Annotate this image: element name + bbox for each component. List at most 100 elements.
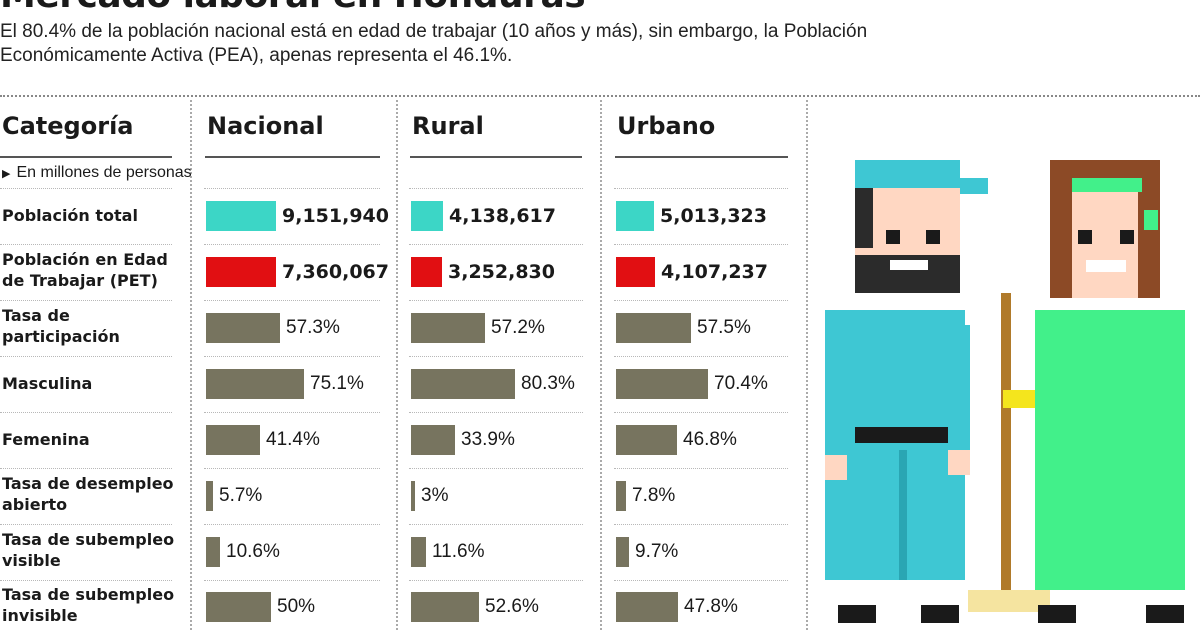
row-separator	[409, 524, 583, 525]
column-divider-urbano	[600, 100, 602, 630]
column-divider-rural	[396, 100, 398, 630]
row-label: Tasa de subempleo visible	[2, 530, 175, 570]
row-label: Tasa de participación	[2, 306, 120, 346]
row-separator	[614, 524, 788, 525]
value-label-urbano: 4,107,237	[661, 261, 768, 283]
row-separator	[0, 524, 172, 525]
bar-rural	[411, 313, 485, 343]
value-label-rural: 80.3%	[521, 373, 575, 394]
row-separator	[409, 188, 583, 189]
row-label: Población en Edad de Trabajar (PET)	[2, 250, 168, 290]
row-separator	[204, 524, 380, 525]
row-separator	[204, 244, 380, 245]
bar-rural	[411, 201, 443, 231]
bar-nacional	[206, 201, 276, 231]
row-label: Tasa de subempleo invisible	[2, 585, 175, 625]
row-separator	[614, 300, 788, 301]
bar-nacional	[206, 481, 213, 511]
bar-nacional	[206, 257, 276, 287]
units-note-text: En millones de personas	[16, 164, 192, 181]
row-separator	[204, 580, 380, 581]
row-separator	[409, 580, 583, 581]
row-separator	[409, 412, 583, 413]
row-label: Masculina	[2, 374, 93, 393]
row-separator	[204, 356, 380, 357]
value-label-nacional: 75.1%	[310, 373, 364, 394]
header-underline-categoria	[0, 156, 172, 158]
bar-rural	[411, 257, 442, 287]
bar-rural	[411, 537, 426, 567]
row-separator	[409, 300, 583, 301]
row-separator	[614, 468, 788, 469]
triangle-right-icon: ▶	[2, 168, 11, 180]
value-label-rural: 3,252,830	[448, 261, 555, 283]
row-separator	[614, 580, 788, 581]
row-separator	[0, 412, 172, 413]
value-label-rural: 11.6%	[432, 541, 485, 562]
value-label-nacional: 10.6%	[226, 541, 280, 562]
value-label-nacional: 41.4%	[266, 429, 320, 450]
row-separator	[409, 356, 583, 357]
bar-urbano	[616, 425, 677, 455]
column-divider-illustration	[806, 100, 808, 630]
row-separator	[0, 356, 172, 357]
page-title: Mercado laboral en Honduras	[0, 0, 586, 16]
value-label-urbano: 47.8%	[684, 596, 738, 617]
row-separator	[0, 580, 172, 581]
row-separator	[614, 188, 788, 189]
value-label-rural: 33.9%	[461, 429, 515, 450]
row-separator	[614, 412, 788, 413]
header-underline-urbano	[615, 156, 788, 158]
bar-nacional	[206, 313, 280, 343]
value-label-urbano: 46.8%	[683, 429, 737, 450]
worker-hair-figure	[1003, 160, 1185, 623]
bar-urbano	[616, 257, 655, 287]
value-label-rural: 3%	[421, 485, 449, 506]
bar-nacional	[206, 592, 271, 622]
row-separator	[409, 244, 583, 245]
value-label-urbano: 57.5%	[697, 317, 751, 338]
value-label-urbano: 70.4%	[714, 373, 768, 394]
row-separator	[0, 468, 172, 469]
bar-urbano	[616, 313, 691, 343]
column-header-nacional: Nacional	[207, 112, 324, 140]
value-label-nacional: 9,151,940	[282, 205, 389, 227]
column-header-urbano: Urbano	[617, 112, 716, 140]
row-separator	[0, 300, 172, 301]
bar-urbano	[616, 537, 629, 567]
workers-illustration	[825, 160, 1185, 623]
header-divider	[0, 95, 1200, 97]
row-separator	[614, 244, 788, 245]
row-separator	[204, 412, 380, 413]
row-separator	[0, 188, 172, 189]
row-separator	[204, 468, 380, 469]
page-subtitle: El 80.4% de la población nacional está e…	[0, 21, 868, 66]
column-divider-nacional	[190, 100, 192, 630]
bar-nacional	[206, 537, 220, 567]
row-separator	[204, 300, 380, 301]
value-label-nacional: 57.3%	[286, 317, 340, 338]
row-separator	[409, 468, 583, 469]
value-label-rural: 52.6%	[485, 596, 539, 617]
row-separator	[204, 188, 380, 189]
worker-cap-figure	[825, 160, 988, 623]
value-label-nacional: 50%	[277, 596, 316, 617]
bar-rural	[411, 592, 479, 622]
row-label: Femenina	[2, 430, 90, 449]
value-label-urbano: 5,013,323	[660, 205, 767, 227]
category-column-header: Categoría	[2, 112, 134, 140]
row-separator	[0, 244, 172, 245]
row-label: Tasa de desempleo abierto	[2, 474, 174, 514]
bar-nacional	[206, 369, 304, 399]
column-header-rural: Rural	[412, 112, 484, 140]
units-note: ▶ En millones de personas	[2, 163, 192, 184]
bar-nacional	[206, 425, 260, 455]
value-label-nacional: 7,360,067	[282, 261, 389, 283]
bar-urbano	[616, 201, 654, 231]
bar-rural	[411, 425, 455, 455]
bar-rural	[411, 481, 415, 511]
bar-urbano	[616, 481, 626, 511]
bar-rural	[411, 369, 515, 399]
value-label-urbano: 9.7%	[635, 541, 679, 562]
bar-urbano	[616, 592, 678, 622]
